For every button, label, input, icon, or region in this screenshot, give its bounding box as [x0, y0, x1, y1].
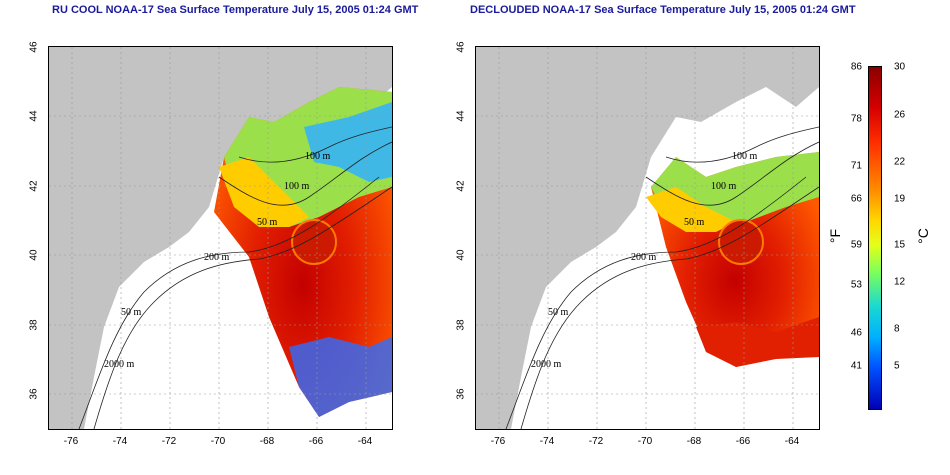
y-tick: 46	[455, 41, 467, 53]
f-tick: 66	[850, 193, 862, 205]
y-tick: 42	[455, 180, 467, 192]
land-nova-scotia	[311, 47, 392, 95]
contour-label: 200 m	[204, 252, 230, 263]
y-tick: 40	[28, 249, 40, 261]
sst-yellow-band	[646, 187, 736, 232]
contour-label: 100 m	[305, 151, 331, 162]
temperature-colorbar	[868, 66, 882, 410]
c-tick: 5	[894, 360, 900, 372]
bathymetry-contours	[505, 126, 819, 429]
f-tick: 59	[850, 239, 862, 251]
c-tick: 30	[894, 61, 906, 73]
gridlines	[476, 47, 819, 429]
c-tick: 26	[894, 109, 906, 121]
right-map-title: DECLOUDED NOAA-17 Sea Surface Temperatur…	[470, 4, 856, 16]
contour-label: 200 m	[631, 252, 657, 263]
f-tick: 86	[850, 61, 862, 73]
f-tick: 71	[850, 160, 862, 172]
left-map-panel: 100 m 100 m 50 m 200 m 50 m 2000 m	[48, 46, 393, 430]
left-map-canvas: 100 m 100 m 50 m 200 m 50 m 2000 m	[49, 47, 392, 429]
x-tick: -70	[637, 436, 653, 447]
x-tick: -70	[210, 436, 226, 447]
left-map-title: RU COOL NOAA-17 Sea Surface Temperature …	[52, 4, 419, 16]
c-tick: 19	[894, 193, 906, 205]
y-tick: 38	[28, 319, 40, 331]
sst-yellow-band	[219, 157, 309, 227]
land-mass	[476, 47, 819, 429]
contour-label: 50 m	[684, 217, 705, 228]
contour-label: 50 m	[548, 307, 569, 318]
contour-label: 50 m	[121, 307, 142, 318]
gridlines	[49, 47, 392, 429]
sst-blue-south	[289, 337, 392, 417]
x-tick: -64	[784, 436, 800, 447]
c-tick: 22	[894, 156, 906, 168]
f-tick: 53	[850, 279, 862, 291]
x-tick: -68	[259, 436, 275, 447]
sst-cold-patch	[304, 102, 392, 182]
contour-label: 2000 m	[104, 359, 135, 370]
y-tick: 40	[455, 249, 467, 261]
c-tick: 8	[894, 323, 900, 335]
f-tick: 46	[850, 327, 862, 339]
x-tick: -76	[63, 436, 79, 447]
right-map-panel: 100 m 100 m 50 m 200 m 50 m 2000 m	[475, 46, 820, 430]
land-mass	[49, 47, 392, 429]
celsius-unit-label: °C	[914, 228, 931, 244]
x-tick: -66	[735, 436, 751, 447]
land-nova-scotia	[738, 47, 819, 95]
bathymetry-contours	[78, 126, 392, 429]
y-tick: 46	[28, 41, 40, 53]
x-tick: -66	[308, 436, 324, 447]
contour-label: 50 m	[257, 217, 278, 228]
x-tick: -68	[686, 436, 702, 447]
contour-label: 100 m	[732, 151, 758, 162]
f-tick: 78	[850, 113, 862, 125]
warm-eddy	[291, 219, 337, 265]
warm-eddy	[718, 219, 764, 265]
y-tick: 44	[455, 110, 467, 122]
contour-label: 100 m	[284, 181, 310, 192]
y-tick: 38	[455, 319, 467, 331]
c-tick: 15	[894, 239, 906, 251]
c-tick: 12	[894, 276, 906, 288]
y-tick: 36	[28, 388, 40, 400]
y-tick: 36	[455, 388, 467, 400]
x-tick: -64	[357, 436, 373, 447]
y-tick: 44	[28, 110, 40, 122]
sst-declouded-south	[696, 317, 819, 367]
x-tick: -76	[490, 436, 506, 447]
contour-label: 100 m	[711, 181, 737, 192]
y-tick: 42	[28, 180, 40, 192]
x-tick: -72	[588, 436, 604, 447]
x-tick: -74	[539, 436, 555, 447]
f-tick: 41	[850, 360, 862, 372]
contour-label: 2000 m	[531, 359, 562, 370]
fahrenheit-unit-label: °F	[827, 228, 844, 244]
x-tick: -74	[112, 436, 128, 447]
x-tick: -72	[161, 436, 177, 447]
right-map-canvas: 100 m 100 m 50 m 200 m 50 m 2000 m	[476, 47, 819, 429]
